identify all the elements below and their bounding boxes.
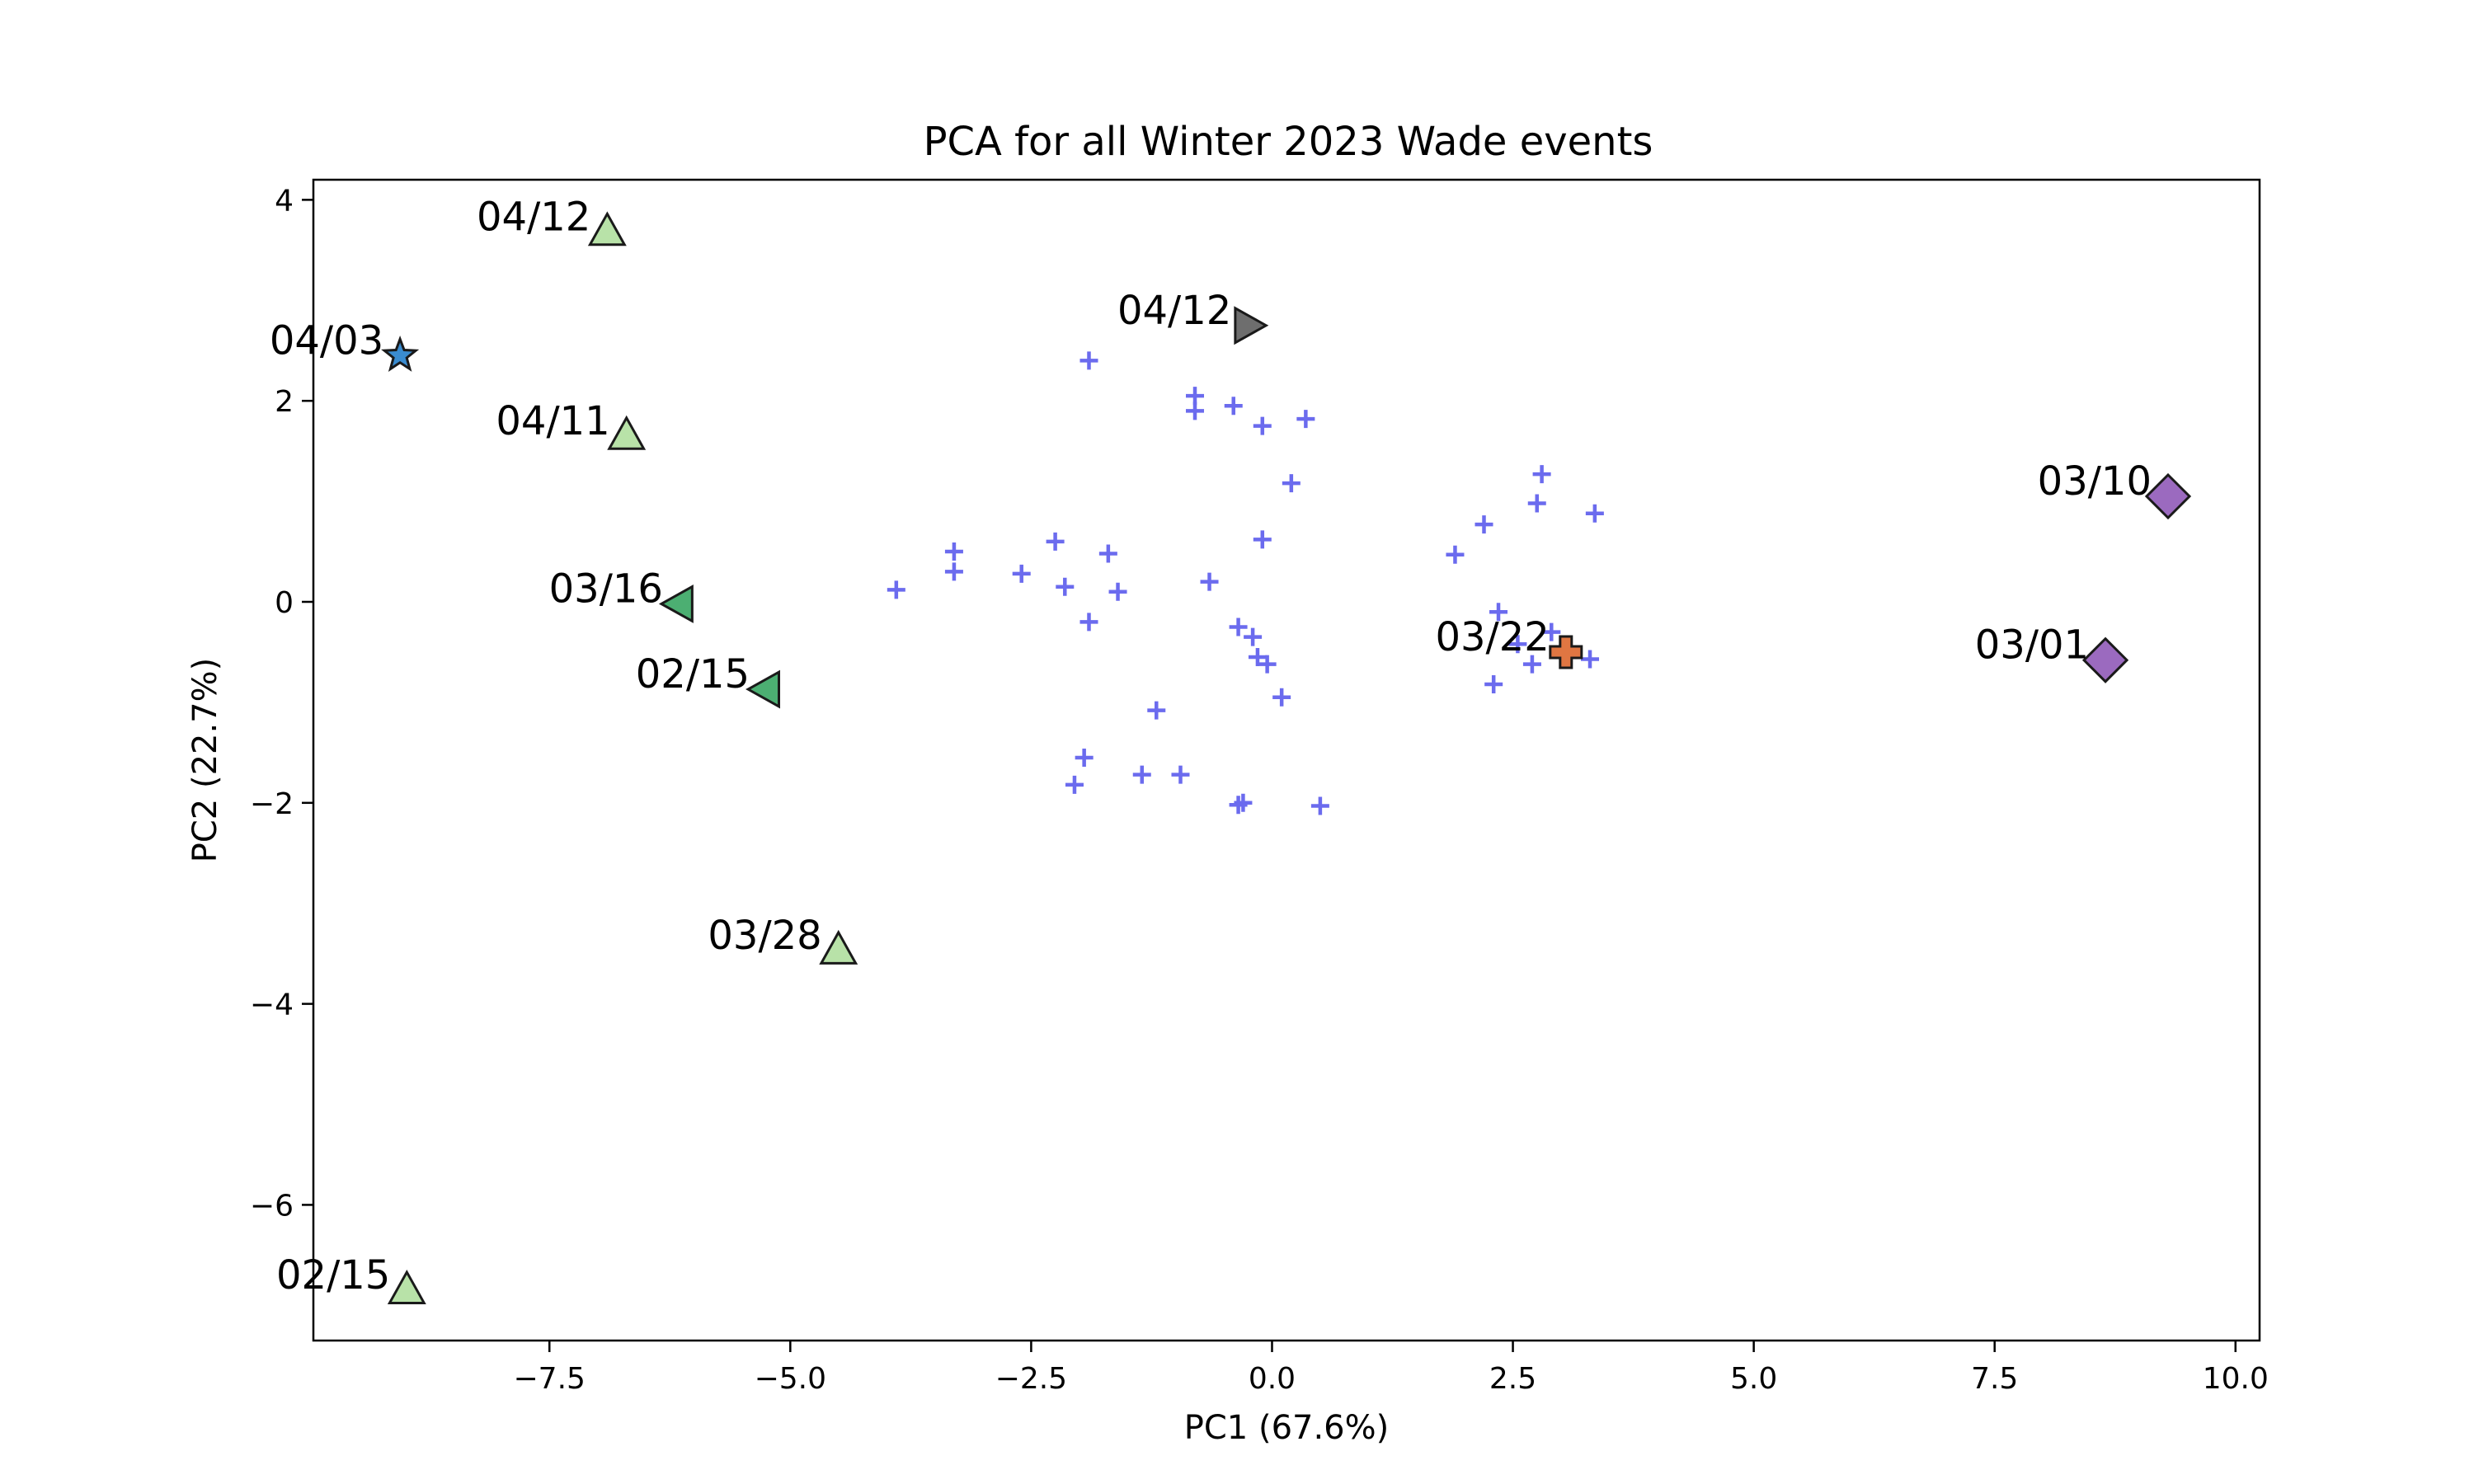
background-point xyxy=(1484,674,1503,693)
chart-title: PCA for all Winter 2023 Wade events xyxy=(924,119,1653,165)
x-axis-label: PC1 (67.6%) xyxy=(1184,1409,1390,1447)
background-point xyxy=(1012,564,1031,583)
points-layer xyxy=(381,211,2192,1304)
background-point xyxy=(1229,618,1248,636)
x-tick-label: 5.0 xyxy=(1730,1362,1777,1396)
event-marker-triangle-left xyxy=(745,669,781,709)
background-point xyxy=(1475,515,1493,534)
background-point xyxy=(1171,765,1190,784)
background-point xyxy=(1253,416,1272,435)
point-labels-layer: 04/12 04/03 04/11 03/16 02/15 03/28 02/15 04/12… xyxy=(270,194,2152,1298)
background-point xyxy=(944,562,963,581)
event-marker-diamond xyxy=(2144,472,2192,520)
background-point xyxy=(1446,545,1465,564)
event-point-label: 04/03 xyxy=(270,317,383,364)
event-marker-plus-filled xyxy=(1549,635,1583,669)
background-point xyxy=(1542,622,1561,641)
background-point xyxy=(1065,775,1084,794)
event-point-label: 03/28 xyxy=(708,913,821,959)
background-point xyxy=(1200,572,1219,591)
background-point xyxy=(1132,765,1151,784)
x-tick-label: 2.5 xyxy=(1489,1362,1536,1396)
x-tick-label: 0.0 xyxy=(1249,1362,1296,1396)
event-point-label: 03/22 xyxy=(1435,614,1549,660)
background-point xyxy=(1147,701,1166,720)
event-marker-triangle-left xyxy=(658,584,694,623)
y-tick-label: −2 xyxy=(250,787,294,821)
y-tick-label: 0 xyxy=(275,586,294,620)
background-point xyxy=(1489,603,1508,622)
background-point xyxy=(1282,474,1300,493)
event-marker-triangle-right xyxy=(1234,306,1269,345)
background-point xyxy=(1234,793,1253,812)
event-marker-triangle-up xyxy=(819,929,858,965)
background-point xyxy=(1585,504,1604,523)
background-point xyxy=(1581,650,1600,669)
event-point-label: 04/12 xyxy=(1117,288,1231,334)
x-tick-label: 10.0 xyxy=(2203,1362,2269,1396)
background-point xyxy=(1244,627,1263,646)
y-tick-label: −6 xyxy=(250,1189,294,1223)
plot-area-frame xyxy=(312,178,2261,1342)
event-marker-star xyxy=(381,336,420,372)
background-point xyxy=(1108,582,1127,601)
event-point-label: 02/15 xyxy=(636,651,750,697)
x-axis: −7.5 −5.0 −2.5 0.0 2.5 5.0 7.5 10.0 xyxy=(514,1341,2269,1396)
event-point-label: 03/01 xyxy=(1975,622,2089,669)
background-point xyxy=(1508,635,1527,654)
event-point-label: 03/16 xyxy=(549,566,663,612)
event-point-label: 03/10 xyxy=(2038,458,2152,505)
background-point xyxy=(1258,655,1277,674)
x-tick-label: −2.5 xyxy=(995,1362,1067,1396)
background-point xyxy=(1046,532,1065,551)
event-point-label: 04/11 xyxy=(496,398,609,444)
x-tick-label: 7.5 xyxy=(1971,1362,2018,1396)
y-axis: −6 −4 −2 0 2 4 xyxy=(250,184,313,1223)
event-marker-triangle-up xyxy=(387,1269,426,1304)
background-point xyxy=(1079,351,1098,370)
background-point xyxy=(1532,465,1551,484)
event-point-label: 02/15 xyxy=(276,1252,390,1298)
background-point xyxy=(1186,402,1205,420)
x-tick-label: −7.5 xyxy=(514,1362,586,1396)
background-point xyxy=(887,580,905,599)
background-point xyxy=(1224,397,1243,416)
background-point xyxy=(1253,530,1272,549)
background-point xyxy=(944,542,963,561)
event-point-label: 04/12 xyxy=(477,194,590,240)
y-tick-label: 4 xyxy=(275,184,294,218)
background-point xyxy=(1310,796,1329,815)
background-point xyxy=(1079,613,1098,632)
background-point xyxy=(1296,410,1315,429)
background-point xyxy=(1056,577,1075,596)
y-tick-label: 2 xyxy=(275,385,294,419)
background-point xyxy=(1098,544,1117,563)
y-tick-label: −4 xyxy=(250,989,294,1022)
event-marker-diamond xyxy=(2081,636,2129,683)
event-marker-triangle-up xyxy=(587,211,627,247)
x-tick-label: −5.0 xyxy=(755,1362,826,1396)
background-point xyxy=(1527,494,1546,513)
background-point xyxy=(1248,648,1267,667)
background-point xyxy=(1272,688,1291,707)
background-point xyxy=(1522,655,1541,674)
background-point xyxy=(1075,748,1094,767)
y-axis-label: PC2 (22.7%) xyxy=(186,658,224,863)
event-marker-triangle-up xyxy=(607,415,647,450)
